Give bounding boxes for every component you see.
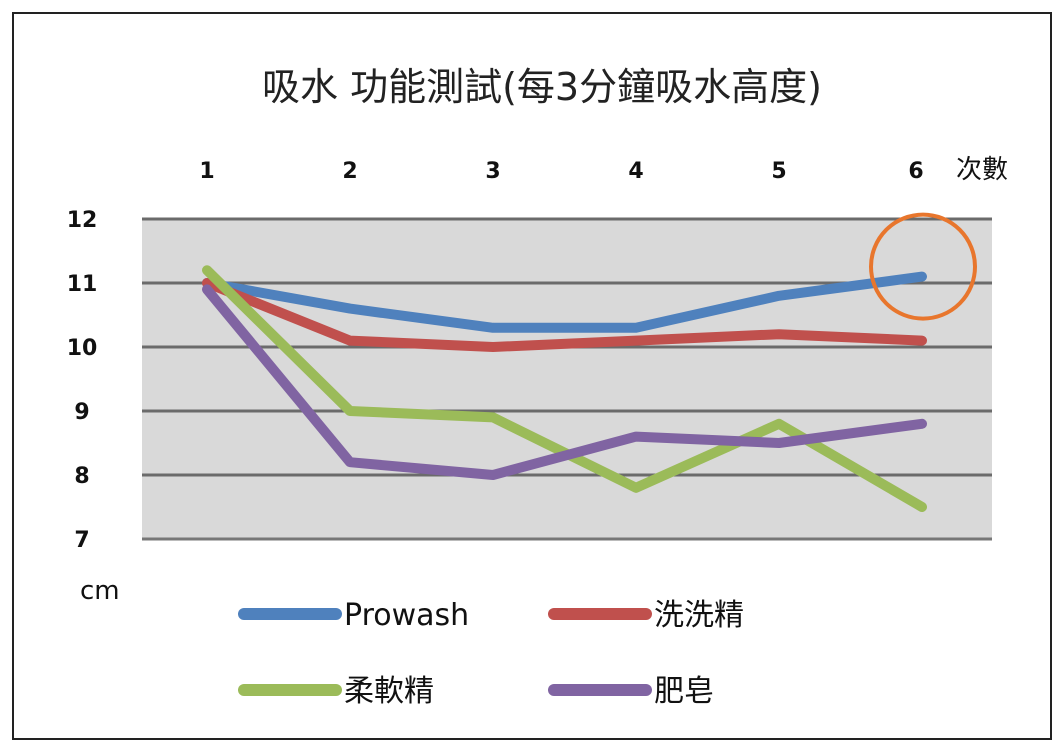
series-line-1 [202, 278, 927, 352]
y-axis-label: cm [80, 576, 120, 606]
y-tick-label: 7 [74, 528, 89, 553]
legend-label-3: 肥皂 [654, 674, 714, 709]
y-tick-label: 11 [67, 272, 98, 297]
legend-label-2: 柔軟精 [344, 674, 434, 709]
y-tick-label: 12 [67, 208, 98, 233]
x-tick-label: 4 [628, 159, 643, 184]
annotation [869, 212, 977, 321]
y-axis-ticks: 12 11 10 9 8 7 [67, 208, 98, 553]
y-tick-label: 9 [74, 400, 89, 425]
highlight-circle [869, 212, 977, 321]
x-tick-label: 5 [771, 159, 786, 184]
x-tick-label: 6 [908, 159, 923, 184]
y-tick-label: 10 [67, 336, 98, 361]
series-line-0 [202, 271, 927, 333]
x-tick-label: 3 [485, 159, 500, 184]
plot-area [142, 219, 992, 539]
legend-label-0: Prowash [344, 598, 469, 633]
x-axis-ticks: 1 2 3 4 5 6 [199, 159, 923, 184]
series-line-3 [202, 284, 927, 480]
legend-label-1: 洗洗精 [654, 598, 744, 633]
x-tick-label: 1 [199, 159, 214, 184]
series-lines [202, 265, 927, 512]
y-tick-label: 8 [74, 464, 89, 489]
x-axis-label: 次數 [956, 155, 1008, 185]
x-tick-label: 2 [342, 159, 357, 184]
chart-title: 吸水 功能測試(每3分鐘吸水高度) [262, 65, 822, 109]
